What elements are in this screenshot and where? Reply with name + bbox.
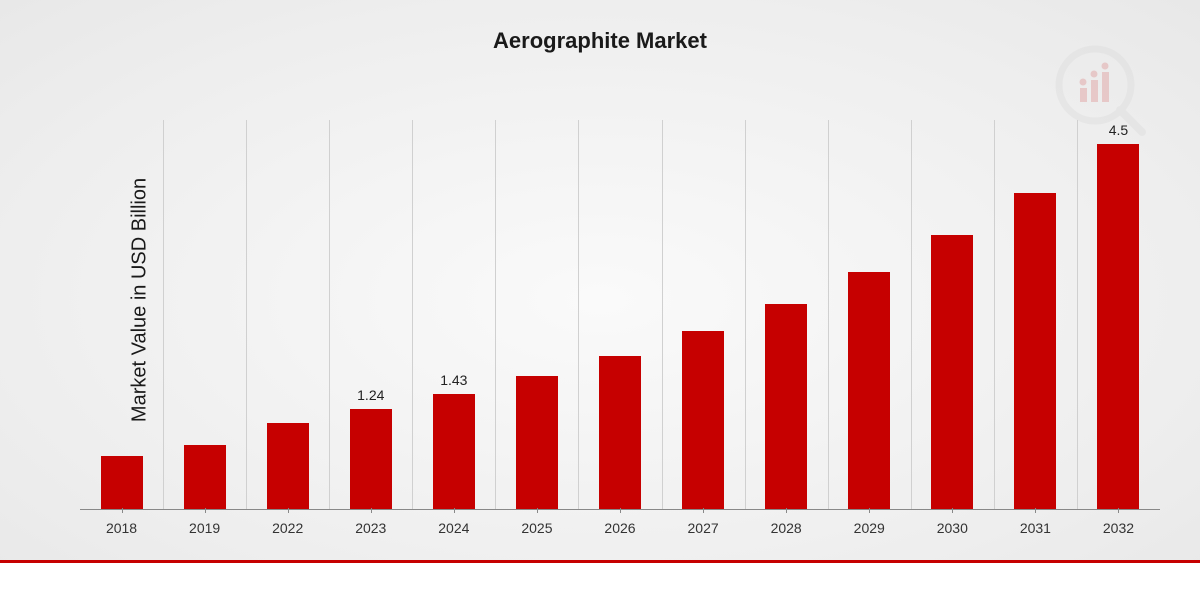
bar-value-label: 1.24	[357, 387, 384, 403]
bar-slot	[828, 120, 911, 510]
bar	[1014, 193, 1056, 510]
x-tick-label: 2018	[80, 512, 163, 536]
bar-slot: 1.24	[329, 120, 412, 510]
bar	[1097, 144, 1139, 510]
bar-slot	[662, 120, 745, 510]
bar	[765, 304, 807, 510]
bar	[599, 356, 641, 510]
x-tick-label: 2031	[994, 512, 1077, 536]
x-tick-label: 2028	[745, 512, 828, 536]
bar-slot	[911, 120, 994, 510]
x-tick-label: 2032	[1077, 512, 1160, 536]
bar-slot	[994, 120, 1077, 510]
x-tick-label: 2025	[495, 512, 578, 536]
bar-slot	[246, 120, 329, 510]
bar	[433, 394, 475, 510]
bar-slot: 1.43	[412, 120, 495, 510]
bar	[350, 409, 392, 510]
bar-slot	[80, 120, 163, 510]
bar	[267, 423, 309, 510]
bar	[848, 272, 890, 510]
x-tick-label: 2022	[246, 512, 329, 536]
x-tick-label: 2019	[163, 512, 246, 536]
bar-slot	[745, 120, 828, 510]
bar	[931, 235, 973, 510]
bar	[184, 445, 226, 510]
x-tick-label: 2026	[578, 512, 661, 536]
bar-slot: 4.5	[1077, 120, 1160, 510]
x-tick-label: 2027	[662, 512, 745, 536]
footer-bar	[0, 560, 1200, 600]
bar-slot	[578, 120, 661, 510]
bar	[682, 331, 724, 510]
x-tick-label: 2023	[329, 512, 412, 536]
bar	[101, 456, 143, 510]
bar-value-label: 4.5	[1109, 122, 1128, 138]
x-axis: 2018201920222023202420252026202720282029…	[80, 512, 1160, 536]
x-tick-label: 2030	[911, 512, 994, 536]
chart-container: Aerographite Market Market Value in USD …	[0, 0, 1200, 560]
bar	[516, 376, 558, 510]
bar-slot	[163, 120, 246, 510]
bars-container: 1.24 1.43 4.5	[80, 120, 1160, 510]
bar-slot	[495, 120, 578, 510]
chart-title: Aerographite Market	[0, 28, 1200, 54]
x-tick-label: 2024	[412, 512, 495, 536]
x-tick-label: 2029	[828, 512, 911, 536]
bar-value-label: 1.43	[440, 372, 467, 388]
plot-area: 1.24 1.43 4.5	[80, 120, 1160, 510]
